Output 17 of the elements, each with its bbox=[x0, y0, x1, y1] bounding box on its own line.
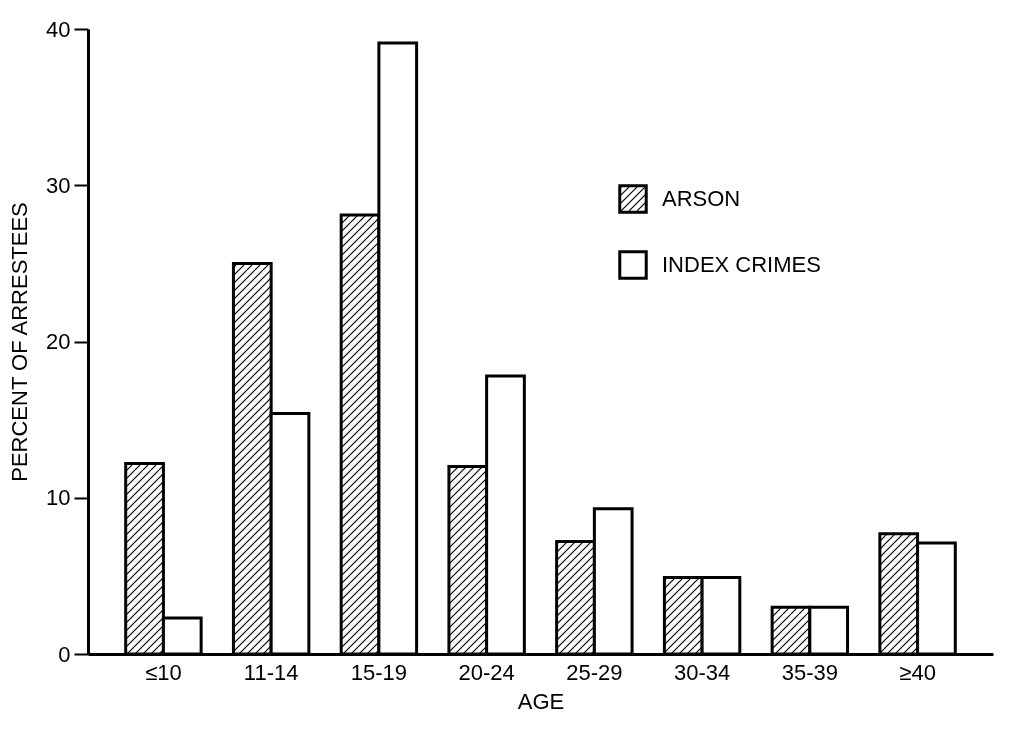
x-tick-label: 35-39 bbox=[781, 659, 838, 685]
x-axis-title: AGE bbox=[517, 688, 565, 714]
x-tick-label: 30-34 bbox=[673, 659, 731, 685]
legend-label: INDEX CRIMES bbox=[662, 252, 821, 277]
y-tick-label: 40 bbox=[46, 16, 71, 42]
x-tick-label: ≤10 bbox=[145, 659, 182, 685]
y-tick-label: 30 bbox=[46, 172, 71, 198]
x-tick-label: ≥40 bbox=[899, 659, 936, 685]
x-tick-label: 20-24 bbox=[458, 659, 515, 685]
legend-label: ARSON bbox=[662, 186, 741, 211]
y-tick-label: 10 bbox=[46, 485, 71, 511]
y-tick-label: 0 bbox=[58, 641, 71, 667]
x-tick-label: 11-14 bbox=[243, 659, 299, 685]
x-tick-label: 25-29 bbox=[566, 659, 623, 685]
y-axis-title: PERCENT OF ARRESTEES bbox=[7, 202, 33, 482]
y-tick-label: 20 bbox=[46, 329, 71, 354]
x-tick-label: 15-19 bbox=[350, 659, 408, 685]
